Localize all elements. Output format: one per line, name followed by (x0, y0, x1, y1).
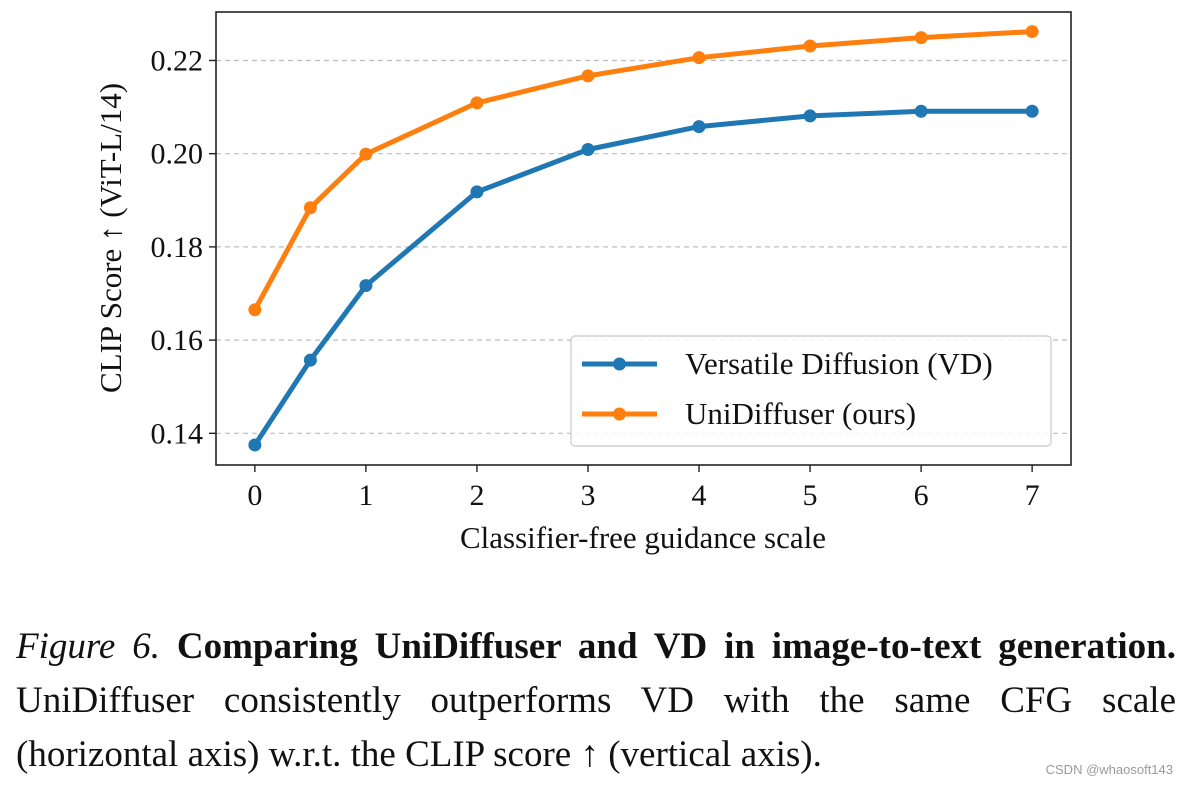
y-tick-label: 0.16 (151, 324, 204, 357)
x-axis: 0 1 2 3 4 5 6 7 (247, 465, 1040, 512)
x-tick-label: 2 (469, 479, 484, 512)
y-tick-label: 0.14 (151, 417, 204, 450)
caption-body: UniDiffuser consistently outperforms VD … (16, 680, 1176, 775)
data-point (581, 69, 595, 83)
line-chart: 0 1 2 3 4 5 6 7 0.14 0.16 0.18 0.20 0.22 Classifier… (93, 11, 1072, 555)
x-tick-label: 4 (692, 479, 707, 512)
x-tick-label: 3 (580, 479, 595, 512)
x-axis-label: Classifier-free guidance scale (460, 520, 826, 555)
data-point (248, 438, 262, 452)
data-point (914, 104, 928, 118)
plot-frame (215, 11, 1072, 466)
legend-label: UniDiffuser (ours) (685, 396, 916, 431)
x-tick-label: 1 (358, 479, 373, 512)
y-tick-label: 0.18 (151, 231, 204, 264)
data-point (1025, 104, 1039, 118)
series-line-2 (252, 29, 1035, 313)
legend-box (570, 335, 1052, 447)
data-point (803, 39, 817, 53)
legend-swatch-marker (613, 357, 626, 371)
y-tick-label: 0.20 (151, 138, 204, 171)
data-point (692, 51, 706, 65)
watermark: CSDN @whaosoft143 (1045, 762, 1173, 777)
legend: Versatile Diffusion (VD) UniDiffuser (our… (570, 335, 1052, 447)
data-point (1025, 25, 1039, 39)
data-point (470, 185, 484, 199)
data-point (803, 109, 817, 123)
legend-swatch-marker (613, 407, 626, 421)
y-axis: 0.14 0.16 0.18 0.20 0.22 (151, 44, 216, 450)
data-point (359, 279, 373, 293)
caption-title: Comparing UniDiffuser and VD in image-to… (176, 626, 1177, 667)
data-point (303, 201, 317, 215)
x-tick-label: 6 (914, 479, 929, 512)
data-point (248, 303, 262, 317)
figure-label: Figure 6. (16, 626, 160, 667)
y-tick-label: 0.22 (151, 44, 204, 77)
data-point (359, 147, 373, 161)
legend-label: Versatile Diffusion (VD) (685, 346, 993, 381)
x-tick-label: 0 (247, 479, 262, 512)
data-point (581, 142, 595, 156)
x-tick-label: 5 (803, 479, 818, 512)
data-point (303, 353, 317, 367)
figure-caption: Figure 6. Comparing UniDiffuser and VD i… (16, 620, 1176, 782)
y-axis-label: CLIP Score ↑ (ViT-L/14) (93, 83, 128, 393)
data-point (470, 96, 484, 110)
series-layer (248, 25, 1039, 452)
x-tick-label: 7 (1025, 479, 1040, 512)
data-point (914, 31, 928, 45)
data-point (692, 120, 706, 134)
